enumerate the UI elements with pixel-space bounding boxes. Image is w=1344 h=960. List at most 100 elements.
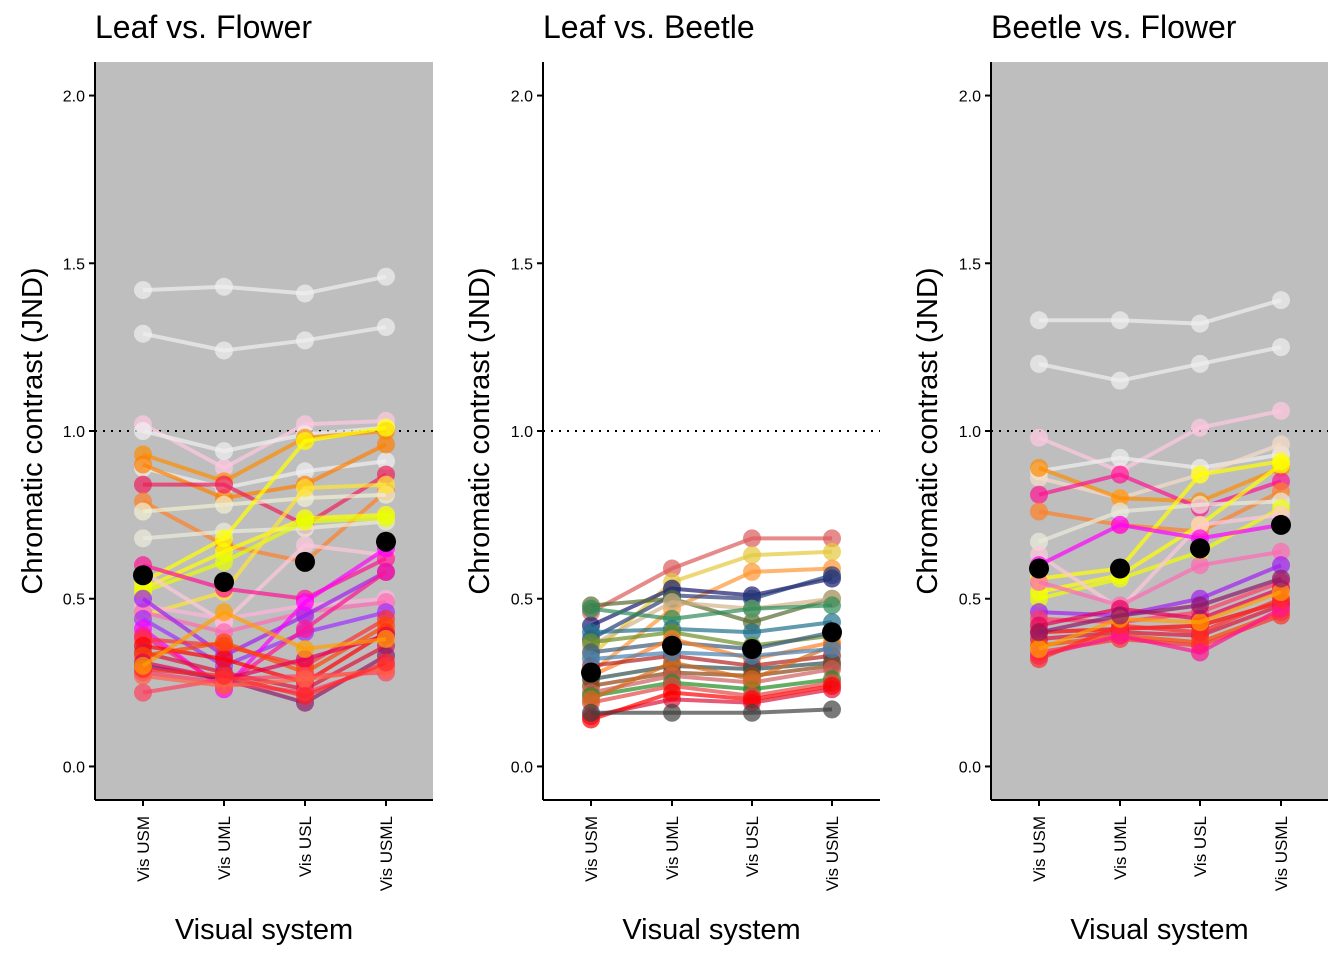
panel-title: Leaf vs. Beetle (543, 9, 755, 45)
series-line-11 (142, 519, 387, 541)
mean-point (376, 531, 396, 552)
x-tick-label: Vis USL (743, 816, 762, 877)
series-line-13 (1037, 512, 1282, 611)
data-point (1111, 371, 1129, 390)
data-point (663, 703, 681, 722)
mean-point (1190, 538, 1210, 559)
data-point (377, 629, 395, 648)
series-line-32 (142, 667, 387, 688)
series-line-5 (590, 573, 833, 641)
panel-title: Leaf vs. Flower (95, 9, 312, 45)
x-tick-label: Vis USML (377, 816, 396, 891)
data-point (1030, 623, 1048, 642)
data-point (743, 529, 761, 548)
data-point (377, 475, 395, 494)
y-tick-label: 1.5 (63, 256, 85, 273)
y-tick-label: 0.0 (959, 759, 981, 776)
data-point (134, 422, 152, 440)
mean-point (295, 551, 315, 572)
data-point (215, 552, 233, 571)
mean-point (214, 571, 234, 592)
series-line-33 (142, 660, 387, 699)
x-axis-title: Visual system (1070, 914, 1248, 946)
data-point (1030, 485, 1048, 504)
data-point (1111, 515, 1129, 534)
data-point (134, 529, 152, 548)
data-point (1191, 515, 1209, 534)
data-point (1191, 354, 1209, 373)
data-point (1111, 502, 1129, 521)
data-point (663, 593, 681, 612)
data-point (1191, 643, 1209, 662)
x-tick-label: Vis UML (1111, 816, 1130, 880)
data-point (377, 267, 395, 286)
x-tick-label: Vis UML (663, 816, 682, 880)
series-line-17 (1038, 580, 1282, 625)
data-point (582, 703, 600, 722)
data-point (215, 529, 233, 548)
data-point (1191, 314, 1209, 333)
data-point (1111, 465, 1129, 484)
data-point (134, 589, 152, 608)
data-point (823, 542, 841, 561)
data-point (296, 606, 314, 625)
data-point (215, 633, 233, 652)
data-point (743, 546, 761, 565)
data-point (1030, 311, 1048, 330)
data-point (377, 562, 395, 581)
y-tick-label: 1.0 (959, 424, 981, 441)
series-line-34 (141, 610, 387, 668)
data-point (1191, 465, 1209, 484)
data-point (1272, 542, 1290, 561)
data-point (296, 619, 314, 638)
data-point (377, 435, 395, 454)
series-line-20 (141, 570, 387, 658)
x-tick-label: Vis UML (215, 816, 234, 880)
data-point (134, 455, 152, 474)
data-point (663, 559, 681, 578)
data-point (296, 593, 314, 612)
data-point (823, 529, 841, 548)
y-tick-label: 1.0 (511, 424, 533, 441)
data-point (1030, 640, 1048, 659)
data-point (134, 656, 152, 675)
data-point (1272, 556, 1290, 575)
series-line-14 (1038, 522, 1282, 567)
series-line-7 (590, 596, 833, 648)
data-point (1191, 596, 1209, 615)
x-tick-label: Vis USL (296, 816, 315, 877)
series-line-1 (1039, 298, 1282, 326)
series-line-4 (142, 425, 387, 454)
y-tick-label: 0.5 (959, 592, 981, 609)
data-point (215, 650, 233, 669)
data-point (1191, 556, 1209, 575)
data-point (134, 324, 152, 343)
data-point (823, 640, 841, 659)
data-point (377, 318, 395, 337)
series-line-16 (590, 667, 833, 695)
x-axis-title: Visual system (175, 914, 353, 946)
series-line-17 (142, 556, 387, 601)
data-point (1030, 354, 1048, 373)
mean-point (1271, 514, 1291, 535)
series-line-2 (1038, 345, 1282, 383)
series-line-1 (142, 274, 387, 296)
y-tick-label: 1.0 (63, 424, 85, 441)
data-point (743, 562, 761, 581)
series-line-12 (142, 425, 387, 584)
data-point (1272, 435, 1290, 454)
data-point (1111, 448, 1129, 467)
panel-1: Leaf vs. Flower 0.0 0.5 1.0 1.5 2.0 Vis USM Vis… (17, 9, 433, 946)
data-point (1111, 606, 1129, 625)
x-tick-label: Vis USL (1191, 816, 1210, 877)
mean-point (1110, 558, 1130, 579)
panel-3: Beetle vs. Flower 0.0 0.5 1.0 1.5 2.0 Vis USM V… (912, 9, 1328, 946)
data-point (215, 495, 233, 514)
series-line-6 (590, 596, 833, 625)
series-line-19 (142, 600, 387, 635)
data-point (215, 666, 233, 685)
y-tick-label: 0.5 (511, 592, 533, 609)
mean-point (742, 639, 762, 660)
panel-2: Leaf vs. Beetle 0.0 0.5 1.0 1.5 2.0 Vis USM Vis… (464, 9, 880, 946)
series-line-8 (143, 472, 388, 527)
